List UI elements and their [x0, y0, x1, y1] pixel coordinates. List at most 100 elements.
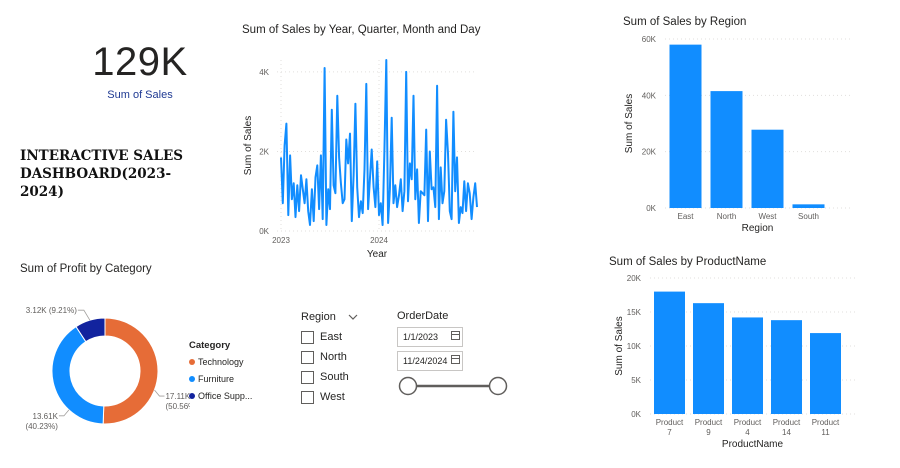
x-tick-label: Product	[812, 418, 840, 427]
x-tick-label: 4	[745, 428, 750, 437]
donut-chart[interactable]: 17.11K(50.56%) 13.61K(40.23%) 3.12K (9.21%…	[10, 300, 190, 440]
region-option-east[interactable]: East	[301, 327, 371, 347]
y-tick-label: 5K	[631, 376, 641, 385]
slice-value-label: 17.11K	[165, 392, 190, 401]
legend-dot-icon	[189, 358, 195, 365]
x-tick-label: 2024	[370, 236, 388, 245]
slice-pct-label: (40.23%)	[25, 422, 58, 431]
x-tick-label: 11	[821, 428, 830, 437]
end-date-input[interactable]: 11/24/2024	[397, 351, 463, 371]
end-date-value: 11/24/2024	[403, 356, 448, 366]
leader-line	[154, 389, 165, 397]
y-axis-title: Sum of Sales	[614, 316, 625, 375]
donut-slice[interactable]	[102, 317, 159, 425]
y-tick-label: 0K	[631, 410, 641, 419]
calendar-icon[interactable]	[451, 331, 460, 340]
slider-end-handle[interactable]	[488, 376, 508, 396]
checkbox[interactable]	[301, 350, 314, 364]
x-tick-label: East	[677, 212, 694, 221]
donut-slice[interactable]	[51, 325, 105, 425]
donut-legend: Category Technology Furniture Office Sup…	[189, 340, 252, 404]
bar[interactable]	[669, 44, 702, 208]
bar[interactable]	[710, 91, 743, 208]
x-tick-label: Product	[773, 418, 801, 427]
product-bar-chart[interactable]: 0K5K10K15K20KProduct7Product9Product4Pro…	[600, 270, 865, 460]
start-date-value: 1/1/2023	[403, 332, 439, 342]
y-tick-label: 2K	[259, 147, 269, 156]
x-tick-label: West	[758, 212, 777, 221]
sales-line[interactable]	[280, 59, 478, 226]
line-chart[interactable]: 0K 2K 4K 2023 2024 Year Sum of Sales	[232, 40, 492, 265]
x-tick-label: Product	[734, 418, 762, 427]
y-tick-label: 15K	[627, 308, 642, 317]
legend-item-office-supplies[interactable]: Office Supp...	[189, 387, 252, 404]
slice-value-label: 13.61K	[33, 412, 59, 421]
x-tick-label: South	[798, 212, 819, 221]
donut-slice[interactable]	[75, 317, 106, 343]
start-date-input[interactable]: 1/1/2023	[397, 327, 463, 347]
slider-start-handle[interactable]	[398, 376, 418, 396]
legend-dot-icon	[189, 375, 195, 382]
y-tick-label: 20K	[627, 274, 642, 283]
region-option-label: East	[320, 331, 343, 343]
donut-chart-title: Sum of Profit by Category	[20, 263, 152, 275]
kpi-label: Sum of Sales	[107, 89, 173, 101]
chevron-down-icon[interactable]	[348, 314, 358, 321]
slice-value-label: 3.12K (9.21%)	[26, 306, 77, 315]
region-option-west[interactable]: West	[301, 387, 371, 407]
legend-label: Office Supp...	[198, 390, 253, 401]
x-tick-label: 7	[667, 428, 672, 437]
checkbox[interactable]	[301, 330, 314, 344]
legend-label: Technology	[198, 356, 244, 367]
bar[interactable]	[732, 317, 763, 414]
y-tick-label: 4K	[259, 68, 269, 77]
orderdate-slicer-title: OrderDate	[397, 310, 449, 322]
y-axis-title: Sum of Sales	[624, 94, 635, 153]
product-chart-title: Sum of Sales by ProductName	[609, 256, 767, 268]
bar[interactable]	[810, 333, 841, 414]
region-chart-title: Sum of Sales by Region	[623, 16, 747, 28]
y-tick-label: 40K	[642, 91, 657, 100]
legend-dot-icon	[189, 392, 195, 399]
checkbox[interactable]	[301, 390, 314, 404]
x-tick-label: 9	[706, 428, 711, 437]
calendar-icon[interactable]	[451, 355, 460, 364]
slice-pct-label: (50.56%)	[165, 402, 190, 411]
region-option-label: North	[320, 351, 347, 363]
region-option-south[interactable]: South	[301, 367, 371, 387]
checkbox[interactable]	[301, 370, 314, 384]
leader-line	[58, 409, 70, 417]
dashboard-title: INTERACTIVE SALES DASHBOARD(2023-2024)	[20, 148, 184, 200]
bar[interactable]	[654, 291, 685, 414]
bar[interactable]	[751, 129, 784, 208]
leader-line	[77, 309, 91, 321]
x-axis-title: Year	[367, 249, 388, 260]
x-tick-label: 2023	[272, 236, 290, 245]
date-range-slider[interactable]	[397, 375, 509, 397]
x-tick-label: Product	[656, 418, 684, 427]
y-tick-label: 10K	[627, 342, 642, 351]
line-chart-title: Sum of Sales by Year, Quarter, Month and…	[242, 24, 481, 36]
y-tick-label: 20K	[642, 148, 657, 157]
kpi-value: 129K	[92, 40, 188, 84]
bar[interactable]	[693, 303, 724, 414]
bar[interactable]	[771, 320, 802, 414]
region-option-label: South	[320, 371, 349, 383]
legend-item-furniture[interactable]: Furniture	[189, 370, 252, 387]
region-slicer-title: Region	[301, 311, 336, 323]
region-bar-chart[interactable]: 0K 20K 40K 60K East North West South Region Sum o…	[610, 30, 860, 240]
y-tick-label: 60K	[642, 35, 657, 44]
region-slicer: Region East North South West	[301, 310, 371, 407]
legend-title: Category	[189, 340, 231, 351]
x-axis-title: ProductName	[722, 439, 784, 450]
region-option-north[interactable]: North	[301, 347, 371, 367]
legend-label: Furniture	[198, 373, 235, 384]
bar[interactable]	[792, 204, 825, 208]
y-tick-label: 0K	[646, 204, 656, 213]
legend-item-technology[interactable]: Technology	[189, 353, 252, 370]
x-tick-label: North	[717, 212, 737, 221]
region-option-label: West	[320, 391, 345, 403]
x-tick-label: 14	[782, 428, 791, 437]
x-axis-title: Region	[742, 223, 774, 234]
region-slicer-header[interactable]: Region	[301, 310, 371, 324]
